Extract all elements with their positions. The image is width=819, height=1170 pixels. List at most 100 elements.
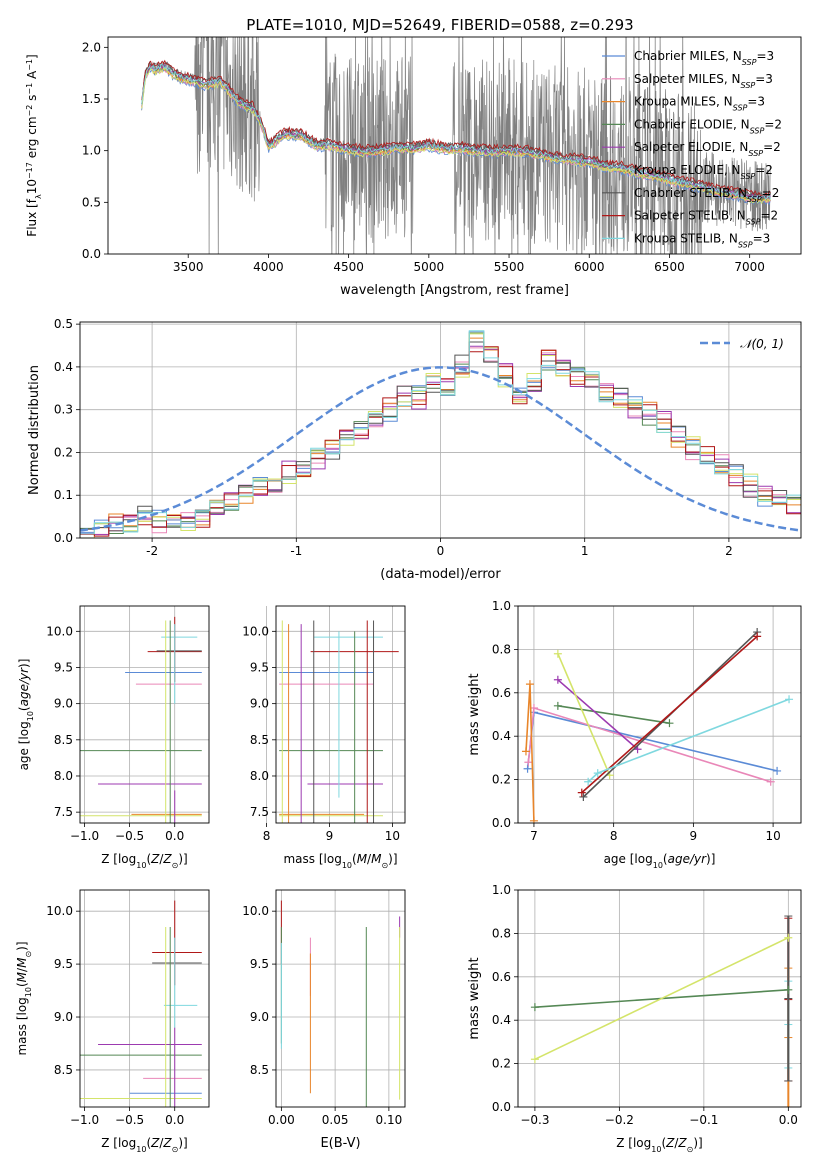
massweight-y-label: mass weight bbox=[467, 957, 482, 1039]
hist-y-label: Normed distribution bbox=[27, 365, 42, 495]
spectrum-model-kroupa_elodie bbox=[141, 67, 771, 205]
point-marker-salpeter_stelib bbox=[753, 632, 762, 641]
y-tick-label: 8.5 bbox=[250, 733, 269, 747]
y-tick-label: 9.0 bbox=[54, 1010, 73, 1024]
x-tick-label: 7000 bbox=[734, 260, 765, 274]
x-tick-label: 3500 bbox=[173, 260, 204, 274]
age_vs_mass-frame bbox=[275, 605, 406, 824]
y-tick-label: 0.8 bbox=[492, 926, 511, 940]
x-tick-label: -2 bbox=[146, 544, 158, 558]
spectrum-model-chabrier_miles bbox=[141, 67, 771, 206]
y-tick-label: 8.5 bbox=[54, 1063, 73, 1077]
massweight_vs_Z-frame bbox=[517, 889, 802, 1108]
x-tick-label: 8 bbox=[263, 829, 271, 843]
y-tick-label: 1.0 bbox=[492, 883, 511, 897]
y-tick-label: 0.8 bbox=[492, 642, 511, 656]
y-tick-label: 8.0 bbox=[250, 769, 269, 783]
series-line-chabrier_elodie bbox=[557, 705, 670, 724]
x-tick-label: 0.00 bbox=[268, 1113, 295, 1127]
y-tick-label: 0.5 bbox=[82, 195, 101, 209]
y-tick-label: 9.0 bbox=[250, 697, 269, 711]
spectrum-model-salpeter_stelib bbox=[141, 59, 771, 197]
mass_vs_ebv-axes bbox=[272, 890, 405, 1111]
y-tick-label: 0.0 bbox=[54, 531, 73, 545]
point-marker-chabrier_stelib bbox=[579, 792, 588, 801]
series-line-kroupa_stelib bbox=[587, 698, 790, 783]
y-tick-label: 0.2 bbox=[492, 773, 511, 787]
age_vs_mass-axes bbox=[266, 606, 405, 827]
y-tick-label: 1.5 bbox=[82, 92, 101, 106]
y-tick-label: 7.5 bbox=[250, 805, 269, 819]
y-tick-label: 0.4 bbox=[492, 1013, 511, 1027]
x-tick-label: 0.0 bbox=[779, 1113, 798, 1127]
age_vs_mass-marks bbox=[279, 620, 399, 823]
y-tick-label: 0.5 bbox=[54, 317, 73, 331]
y-tick-label: 0.2 bbox=[54, 445, 73, 459]
x-tick-label: 10 bbox=[765, 829, 780, 843]
legend-label-chabrier_miles: Chabrier MILES, NSSP=3 bbox=[634, 49, 774, 67]
x-tick-label: 9 bbox=[690, 829, 698, 843]
x-tick-label: 6000 bbox=[574, 260, 605, 274]
age_vs_Z-frame bbox=[79, 605, 210, 824]
point-marker-chabrier_elodie bbox=[530, 1003, 539, 1012]
spectrum-lines bbox=[141, 37, 771, 254]
age_vs_Z-marks bbox=[80, 616, 202, 823]
massweight_vs_age-frame bbox=[517, 605, 802, 824]
massweight_vs_age-marks bbox=[521, 628, 794, 823]
spectrum-y-label: Flux [fλ10−17 erg cm−2 s−1 A−1] bbox=[25, 54, 43, 236]
x-tick-label: 9 bbox=[326, 829, 334, 843]
point-marker-kroupa_miles bbox=[529, 816, 538, 823]
spectrum-model-chabrier_stelib bbox=[141, 61, 771, 199]
x-tick-label: 4500 bbox=[333, 260, 364, 274]
x-tick-label: 5000 bbox=[414, 260, 445, 274]
legend-label-chabrier_stelib: Chabrier STELIB, NSSP=2 bbox=[634, 186, 779, 204]
z-axis-label: Z [log10(Z/Z⊙)] bbox=[101, 852, 187, 870]
y-tick-label: 0.2 bbox=[492, 1057, 511, 1071]
spectrum-model-kroupa_stelib bbox=[141, 64, 771, 200]
y-tick-label: 0.0 bbox=[492, 816, 511, 830]
y-tick-label: 0.1 bbox=[54, 488, 73, 502]
x-tick-label: 10 bbox=[385, 829, 400, 843]
point-marker-kroupa_miles bbox=[521, 747, 530, 756]
age-axis-label: age [log10(age/yr)] bbox=[17, 659, 35, 771]
spectrum-x-label: wavelength [Angstrom, rest frame] bbox=[340, 283, 569, 298]
gaussian-curve bbox=[80, 366, 799, 532]
x-tick-label: −0.2 bbox=[605, 1113, 634, 1127]
massweight_vs_Z-marks bbox=[530, 915, 793, 1107]
massweight-y-label: mass weight bbox=[467, 673, 482, 755]
residual_hist-axes bbox=[76, 322, 801, 542]
point-marker-chabrier_elodie bbox=[784, 985, 793, 994]
y-tick-label: 2.0 bbox=[82, 40, 101, 54]
age_vs_Z-axes bbox=[76, 606, 209, 827]
x-tick-label: 0.05 bbox=[322, 1113, 349, 1127]
y-tick-label: 8.5 bbox=[54, 733, 73, 747]
spectrum-data-line bbox=[141, 37, 771, 254]
y-tick-label: 9.0 bbox=[250, 1010, 269, 1024]
y-tick-label: 1.0 bbox=[82, 144, 101, 158]
x-tick-label: 6500 bbox=[654, 260, 685, 274]
legend-label-kroupa_stelib: Kroupa STELIB, NSSP=3 bbox=[634, 231, 770, 249]
mass_vs_Z-marks bbox=[80, 900, 202, 1107]
figure-title: PLATE=1010, MJD=52649, FIBERID=0588, z=0… bbox=[246, 16, 633, 34]
legend-label-salpeter_stelib: Salpeter STELIB, NSSP=2 bbox=[634, 209, 778, 227]
y-tick-label: 0.6 bbox=[492, 970, 511, 984]
x-tick-label: −0.1 bbox=[689, 1113, 718, 1127]
x-tick-label: 7 bbox=[530, 829, 538, 843]
y-tick-label: 9.5 bbox=[250, 660, 269, 674]
y-tick-label: 8.5 bbox=[250, 1063, 269, 1077]
point-marker-chabrier_elodie bbox=[665, 719, 674, 728]
x-tick-label: 4000 bbox=[253, 260, 284, 274]
z-axis-label: Z [log10(Z/Z⊙)] bbox=[101, 1136, 187, 1154]
legend-label-salpeter_miles: Salpeter MILES, NSSP=3 bbox=[634, 72, 773, 90]
series-line-kroupa_elodie bbox=[534, 936, 789, 1061]
y-tick-label: 0.4 bbox=[492, 729, 511, 743]
y-tick-label: 8.0 bbox=[54, 769, 73, 783]
hist-step-kroupa_stelib bbox=[80, 330, 801, 535]
point-marker-salpeter_miles bbox=[524, 758, 533, 767]
x-tick-label: −1.0 bbox=[70, 829, 99, 843]
y-tick-label: 7.5 bbox=[54, 805, 73, 819]
x-tick-label: 0 bbox=[437, 544, 445, 558]
mass_vs_ebv-frame bbox=[275, 889, 406, 1108]
x-tick-label: 8 bbox=[610, 829, 618, 843]
